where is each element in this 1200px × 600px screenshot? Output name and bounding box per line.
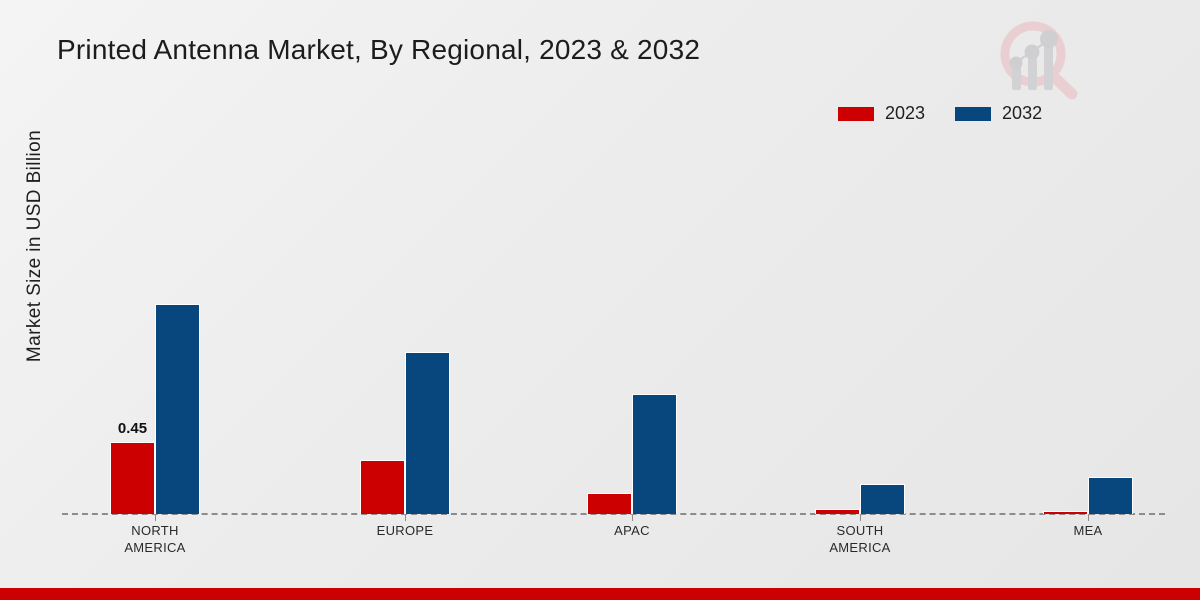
bar-2023-apac[interactable] — [587, 493, 632, 514]
bar-group — [1028, 214, 1148, 514]
legend-item-2032[interactable]: 2032 — [955, 103, 1042, 124]
x-axis-label: SOUTH AMERICA — [760, 522, 960, 556]
bar-2032-apac[interactable] — [632, 394, 677, 514]
bar-group — [572, 214, 692, 514]
bar-2023-mea[interactable] — [1043, 510, 1088, 514]
bar-group: 0.45 — [95, 214, 215, 514]
bar-group — [800, 214, 920, 514]
x-axis-tick — [155, 514, 156, 521]
x-axis-label-line: EUROPE — [376, 523, 434, 538]
x-axis-label-line: AMERICA — [829, 540, 891, 555]
bar-group — [345, 214, 465, 514]
x-axis-label-line: SOUTH — [836, 523, 884, 538]
bottom-accent-strip — [0, 588, 1200, 600]
x-axis-label-line: NORTH — [131, 523, 179, 538]
legend-label-2023: 2023 — [885, 103, 926, 123]
x-axis-tick — [405, 514, 406, 521]
bar-2032-south-america[interactable] — [860, 483, 905, 514]
legend-swatch-2032 — [955, 106, 992, 121]
x-axis-label-line: APAC — [614, 523, 650, 538]
x-axis-label-line: AMERICA — [124, 540, 186, 555]
x-axis-label: MEA — [988, 522, 1188, 539]
legend-label-2032: 2032 — [1002, 103, 1043, 123]
x-axis-label-line: MEA — [1073, 523, 1103, 538]
bar-2023-north-america[interactable]: 0.45 — [110, 420, 155, 514]
legend-item-2023[interactable]: 2023 — [838, 103, 925, 124]
bar-2023-south-america[interactable] — [815, 509, 860, 514]
page-title: Printed Antenna Market, By Regional, 202… — [57, 34, 701, 65]
legend-swatch-2023 — [838, 106, 874, 121]
x-axis-label: APAC — [532, 522, 732, 539]
magnifier-growth-chart-logo — [988, 14, 1084, 102]
x-axis-tick — [632, 514, 633, 521]
x-axis-label: NORTH AMERICA — [55, 522, 255, 556]
x-axis-tick — [1088, 514, 1089, 521]
bar-2032-north-america[interactable] — [155, 304, 200, 514]
bar-value-label: 0.45 — [117, 420, 148, 437]
bar-2032-europe[interactable] — [405, 352, 450, 514]
bar-2023-europe[interactable] — [360, 459, 405, 514]
chart-legend: 2023 2032 — [838, 103, 1042, 124]
axis-baseline — [62, 513, 1165, 515]
x-axis-label: EUROPE — [305, 522, 505, 539]
bar-2032-mea[interactable] — [1088, 477, 1133, 514]
x-axis-tick — [860, 514, 861, 521]
